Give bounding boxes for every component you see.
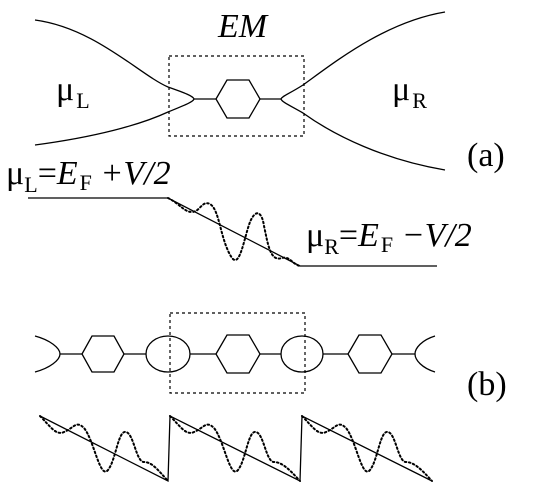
left-level-label: μL=EF +V/2	[6, 155, 171, 197]
right-level-label: μR=EF −V/2	[306, 217, 472, 259]
panel-b: (b)	[34, 312, 507, 483]
molecule-hexagon	[347, 334, 393, 374]
right-end-electrode	[414, 335, 436, 373]
left-end-electrode	[34, 335, 61, 373]
potential-profile-line	[28, 197, 437, 267]
sawtooth-potential-line	[39, 414, 433, 483]
molecule-hexagon	[81, 335, 125, 373]
electrode-ellipse	[280, 335, 324, 373]
panel-b-label: (b)	[467, 366, 507, 403]
molecule-hexagon	[215, 334, 261, 374]
electrode-ellipse	[145, 335, 191, 373]
sawtooth-oscillation-curve	[301, 415, 433, 482]
potential-oscillation-curve	[167, 197, 301, 267]
molecule-hexagon	[215, 79, 261, 119]
extended-molecule-box	[168, 55, 305, 137]
sawtooth-oscillation-curve	[39, 415, 169, 482]
mu-right-label: μR	[392, 71, 427, 113]
panel-a: EM μL μR μL=EF +V/2 μR=EF −V/2 (a)	[6, 8, 505, 267]
left-electrode	[34, 19, 195, 146]
sawtooth-oscillation-curve	[169, 415, 301, 482]
panel-a-label: (a)	[467, 137, 505, 174]
mu-left-label: μL	[56, 71, 90, 113]
em-label: EM	[217, 8, 269, 45]
extended-molecule-box	[169, 312, 306, 394]
